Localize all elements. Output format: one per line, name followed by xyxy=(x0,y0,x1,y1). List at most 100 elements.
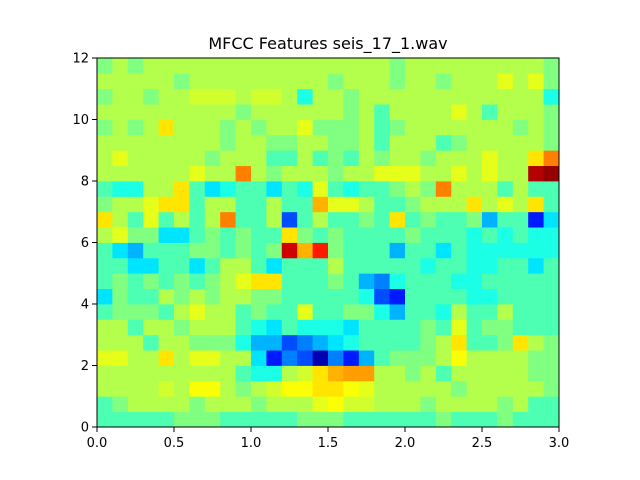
heatmap-cell xyxy=(482,396,498,413)
heatmap-cell xyxy=(466,334,483,351)
heatmap-cell xyxy=(143,304,159,320)
heatmap-cell xyxy=(266,150,283,167)
heatmap-cell xyxy=(158,334,175,351)
heatmap-cell xyxy=(528,350,544,366)
heatmap-cell xyxy=(497,104,514,120)
heatmap-cell xyxy=(497,273,514,290)
heatmap-cell xyxy=(220,304,236,320)
heatmap-cell xyxy=(451,350,467,366)
heatmap-cell xyxy=(405,288,421,305)
heatmap-cell xyxy=(374,211,390,228)
heatmap-cell xyxy=(497,334,514,351)
heatmap-cell xyxy=(158,319,175,336)
heatmap-cell xyxy=(143,73,159,90)
heatmap-cell xyxy=(312,73,329,90)
heatmap-cell xyxy=(435,242,452,259)
heatmap-cell xyxy=(127,58,144,74)
heatmap-cell xyxy=(497,242,514,259)
heatmap-cell xyxy=(512,211,529,228)
heatmap-cell xyxy=(435,257,452,274)
heatmap-cell xyxy=(235,365,252,382)
heatmap-cell xyxy=(97,304,113,320)
heatmap-cell xyxy=(112,58,129,74)
heatmap-cell xyxy=(281,334,298,351)
heatmap-cell xyxy=(235,334,252,351)
heatmap-cell xyxy=(374,134,390,151)
heatmap-cell xyxy=(204,365,221,382)
heatmap-cell xyxy=(389,58,406,74)
heatmap-cell xyxy=(374,350,390,366)
heatmap-cell xyxy=(328,319,344,336)
heatmap-cell xyxy=(451,288,467,305)
x-tick-label: 1.0 xyxy=(241,436,262,451)
heatmap-cell xyxy=(512,257,529,274)
heatmap-cell xyxy=(281,288,298,305)
heatmap-cell xyxy=(112,365,129,382)
heatmap-cell xyxy=(466,227,483,243)
heatmap-cell xyxy=(235,73,252,90)
heatmap-cell xyxy=(420,73,437,90)
heatmap-cell xyxy=(512,334,529,351)
heatmap-cell xyxy=(543,104,560,120)
heatmap-cell xyxy=(220,273,236,290)
heatmap-cell xyxy=(251,396,267,413)
heatmap-cell xyxy=(266,273,283,290)
heatmap-cell xyxy=(251,304,267,320)
heatmap-cell xyxy=(297,73,313,90)
heatmap-cell xyxy=(420,396,437,413)
heatmap-cell xyxy=(112,411,129,428)
heatmap-cell xyxy=(297,150,313,167)
heatmap-cell xyxy=(97,150,113,167)
heatmap-cell xyxy=(358,134,375,151)
heatmap-cell xyxy=(297,334,313,351)
heatmap-cells xyxy=(97,58,560,428)
heatmap-cell xyxy=(281,273,298,290)
heatmap-cell xyxy=(405,165,421,182)
heatmap-cell xyxy=(528,150,544,167)
heatmap-cell xyxy=(127,334,144,351)
heatmap-cell xyxy=(343,119,360,136)
heatmap-cell xyxy=(127,165,144,182)
heatmap-cell xyxy=(482,104,498,120)
heatmap-cell xyxy=(204,88,221,105)
heatmap-cell xyxy=(543,134,560,151)
heatmap-cell xyxy=(143,411,159,428)
heatmap-cell xyxy=(420,181,437,197)
heatmap-cell xyxy=(235,242,252,259)
heatmap-cell xyxy=(358,257,375,274)
heatmap-cell xyxy=(266,242,283,259)
heatmap-cell xyxy=(420,150,437,167)
heatmap-cell xyxy=(297,319,313,336)
heatmap-cell xyxy=(204,242,221,259)
heatmap-cell xyxy=(174,150,190,167)
heatmap-cell xyxy=(435,396,452,413)
heatmap-cell xyxy=(435,104,452,120)
heatmap-cell xyxy=(158,288,175,305)
heatmap-cell xyxy=(281,304,298,320)
heatmap-cell xyxy=(328,365,344,382)
heatmap-cell xyxy=(497,411,514,428)
heatmap-cell xyxy=(235,134,252,151)
heatmap-cell xyxy=(543,88,560,105)
heatmap-cell xyxy=(405,119,421,136)
y-tick-label: 0 xyxy=(81,421,89,436)
heatmap-cell xyxy=(451,134,467,151)
heatmap-cell xyxy=(482,134,498,151)
heatmap-cell xyxy=(343,196,360,213)
heatmap-cell xyxy=(497,288,514,305)
heatmap-cell xyxy=(374,196,390,213)
heatmap-cell xyxy=(405,104,421,120)
heatmap-cell xyxy=(235,58,252,74)
heatmap-cell xyxy=(343,380,360,397)
heatmap-cell xyxy=(266,165,283,182)
heatmap-cell xyxy=(497,134,514,151)
heatmap-cell xyxy=(543,396,560,413)
heatmap-cell xyxy=(420,288,437,305)
heatmap-cell xyxy=(266,350,283,366)
heatmap-cell xyxy=(143,227,159,243)
heatmap-cell xyxy=(281,211,298,228)
heatmap-cell xyxy=(174,288,190,305)
heatmap-cell xyxy=(389,165,406,182)
heatmap-cell xyxy=(374,104,390,120)
heatmap-cell xyxy=(281,88,298,105)
